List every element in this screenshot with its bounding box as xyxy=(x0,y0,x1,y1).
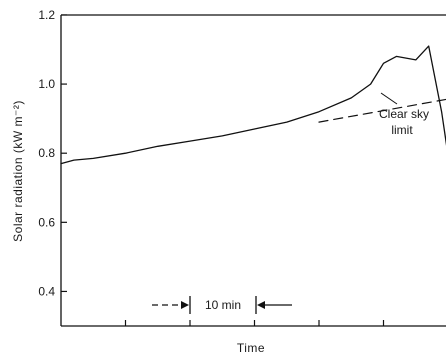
scale-bar-right-arrowhead xyxy=(257,301,265,309)
scale-bar-left-arrowhead xyxy=(181,301,189,309)
annotation-clear-sky: Clear sky xyxy=(379,107,429,121)
y-tick-label: 0.4 xyxy=(38,284,55,298)
x-axis-label: Time xyxy=(237,341,265,354)
annotation-leader-line xyxy=(380,92,398,105)
y-axis-label: Solar radiation (kW m⁻²) xyxy=(11,100,25,242)
y-tick-label: 1.2 xyxy=(38,8,55,22)
y-tick-label: 0.8 xyxy=(38,146,55,160)
annotation-limit: limit xyxy=(391,123,413,137)
y-tick-label: 1.0 xyxy=(38,77,55,91)
clear-sky-limit-line xyxy=(318,98,446,123)
y-tick-label: 0.6 xyxy=(38,215,55,229)
radiation-line xyxy=(60,45,446,165)
scale-bar-label: 10 min xyxy=(205,298,241,312)
